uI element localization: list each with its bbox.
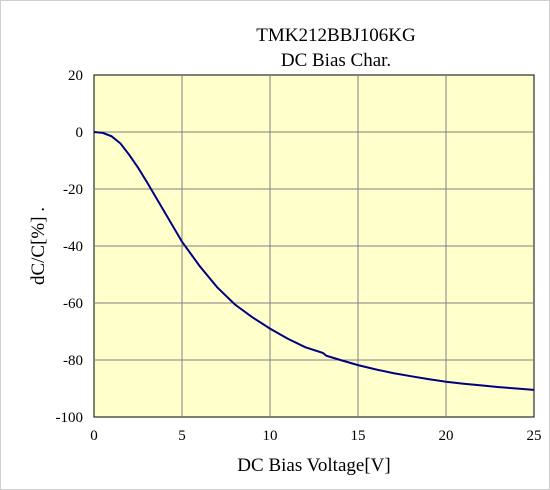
- y-axis-label: dC/C[%] .: [28, 207, 49, 285]
- x-tick-labels: 0 5 10 15 20 25: [90, 428, 541, 444]
- y-tick-label: -100: [56, 410, 84, 426]
- y-tick-labels: 20 0 -20 -40 -60 -80 -100: [56, 68, 84, 426]
- series-line: [93, 131, 535, 391]
- x-tick-label: 20: [439, 428, 454, 444]
- x-tick-label: 15: [351, 428, 366, 444]
- chart-title: TMK212BBJ106KG: [256, 25, 416, 46]
- x-tick-label: 25: [527, 428, 542, 444]
- grid-lines: [94, 75, 534, 417]
- y-tick-label: -40: [63, 239, 83, 255]
- y-tick-label: 20: [68, 68, 83, 84]
- x-axis-label: DC Bias Voltage[V]: [237, 455, 390, 476]
- x-tick-label: 5: [178, 428, 186, 444]
- y-tick-label: -20: [63, 182, 83, 198]
- chart-subtitle: DC Bias Char.: [281, 50, 391, 71]
- y-tick-label: -60: [63, 296, 83, 312]
- y-tick-label: -80: [63, 353, 83, 369]
- y-tick-label: 0: [76, 125, 84, 141]
- x-tick-label: 0: [90, 428, 98, 444]
- x-tick-label: 10: [263, 428, 278, 444]
